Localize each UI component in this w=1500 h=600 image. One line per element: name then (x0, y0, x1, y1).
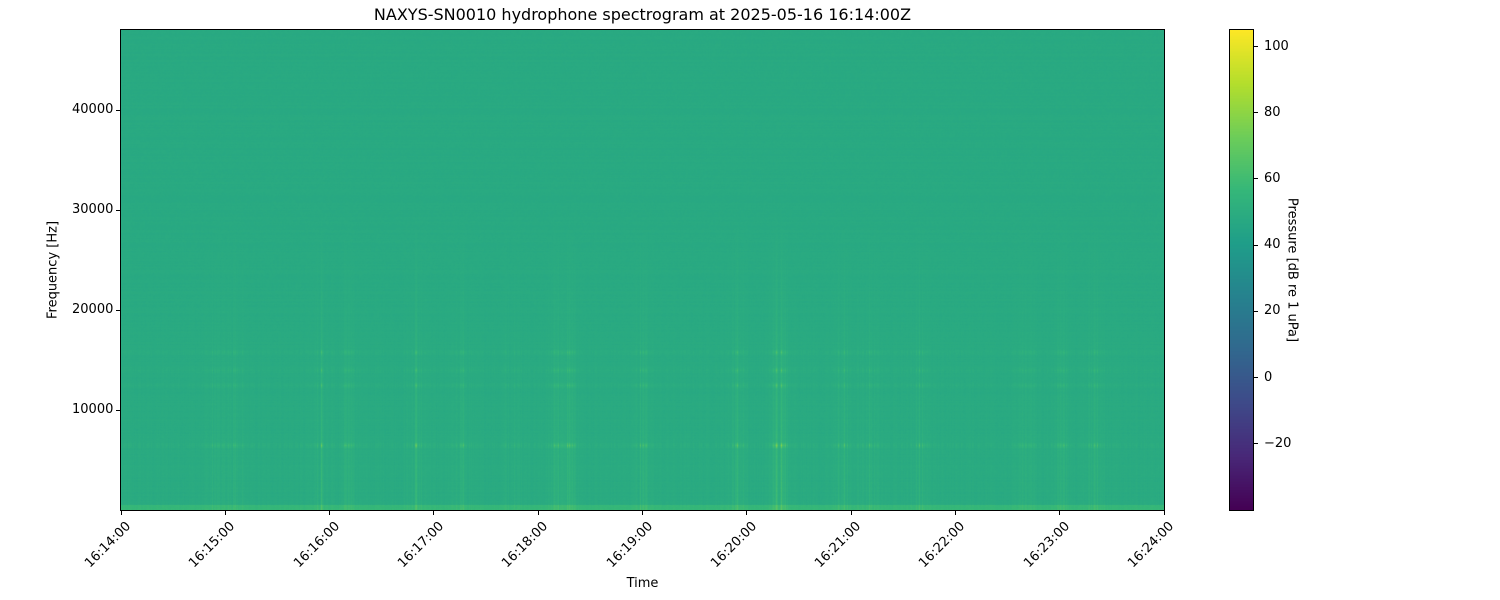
x-tick-label: 16:22:00 (916, 519, 969, 571)
x-tick-label: 16:14:00 (82, 519, 134, 571)
x-tick-label: 16:17:00 (394, 519, 447, 571)
y-tick-mark (116, 409, 121, 411)
y-axis-label: Frequency [Hz] (45, 220, 61, 320)
y-tick-label: 10000 (72, 402, 114, 417)
y-tick-mark (116, 309, 121, 311)
x-tick-label: 16:16:00 (290, 519, 343, 571)
spectrogram-heatmap (121, 30, 1164, 510)
colorbar (1230, 30, 1253, 510)
colorbar-tick-mark (1253, 310, 1258, 312)
x-tick-mark (954, 510, 956, 515)
x-tick-mark (746, 510, 748, 515)
chart-title: NAXYS-SN0010 hydrophone spectrogram at 2… (373, 5, 912, 24)
colorbar-tick-mark (1253, 112, 1258, 114)
y-tick-label: 40000 (72, 102, 114, 117)
x-tick-label: 16:20:00 (707, 519, 760, 571)
x-tick-label: 16:21:00 (812, 519, 865, 571)
colorbar-tick-label: 20 (1264, 303, 1281, 319)
y-tick-mark (116, 109, 121, 111)
colorbar-label: Pressure [dB re 1 uPa] (1284, 197, 1300, 343)
x-tick-mark (224, 510, 226, 515)
x-tick-label: 16:24:00 (1125, 519, 1177, 571)
colorbar-tick-mark (1253, 46, 1258, 48)
colorbar-tick-mark (1253, 443, 1258, 445)
colorbar-tick-label: −20 (1264, 435, 1292, 451)
colorbar-tick-label: 60 (1264, 170, 1281, 186)
colorbar-tick-label: 40 (1264, 237, 1281, 253)
colorbar-tick-mark (1253, 377, 1258, 379)
x-tick-mark (1059, 510, 1061, 515)
x-tick-label: 16:23:00 (1020, 519, 1073, 571)
x-tick-mark (537, 510, 539, 515)
x-tick-label: 16:19:00 (603, 519, 656, 571)
y-tick-mark (116, 209, 121, 211)
x-axis-label: Time (626, 576, 659, 591)
colorbar-tick-mark (1253, 244, 1258, 246)
x-tick-mark (850, 510, 852, 515)
y-tick-label: 30000 (72, 202, 114, 217)
x-tick-label: 16:18:00 (499, 519, 552, 571)
x-tick-mark (433, 510, 435, 515)
x-tick-mark (120, 510, 122, 515)
x-tick-label: 16:15:00 (186, 519, 239, 571)
colorbar-tick-label: 0 (1264, 369, 1273, 385)
colorbar-tick-label: 100 (1264, 38, 1289, 54)
colorbar-tick-mark (1253, 178, 1258, 180)
x-tick-mark (329, 510, 331, 515)
x-tick-mark (642, 510, 643, 515)
x-tick-mark (1163, 510, 1165, 515)
colorbar-frame (1229, 29, 1254, 511)
y-tick-label: 20000 (72, 302, 114, 317)
colorbar-tick-label: 80 (1264, 104, 1281, 120)
